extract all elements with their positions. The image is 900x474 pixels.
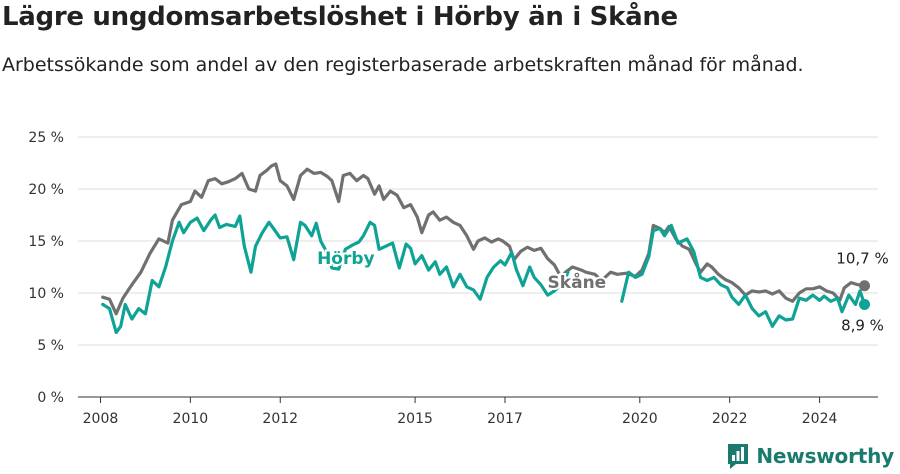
series-labels: Skåne Hörby 10,7 % 8,9 % xyxy=(315,247,891,337)
brand-logo: Newsworthy xyxy=(726,442,894,470)
x-axis-ticks: 2008 2010 2012 2015 2017 2020 2022 2024 xyxy=(83,397,838,427)
end-value-label-skane: 10,7 % xyxy=(836,250,888,268)
grid-layer xyxy=(78,136,878,398)
x-tick-label: 2008 xyxy=(83,411,119,427)
y-axis-ticks: 0 % 5 % 10 % 15 % 20 % 25 % xyxy=(28,130,64,406)
brand-name: Newsworthy xyxy=(756,444,894,468)
series-line-horby xyxy=(620,223,867,328)
y-tick-label: 25 % xyxy=(28,130,64,146)
y-tick-label: 10 % xyxy=(28,286,64,302)
x-tick-label: 2022 xyxy=(712,411,748,427)
y-tick-label: 20 % xyxy=(28,182,64,198)
y-tick-label: 15 % xyxy=(28,234,64,250)
x-tick-label: 2024 xyxy=(802,411,838,427)
x-tick-label: 2012 xyxy=(262,411,298,427)
x-tick-label: 2010 xyxy=(173,411,209,427)
page-title: Lägre ungdomsarbetslöshet i Hörby än i S… xyxy=(2,2,678,32)
newsworthy-logo-icon xyxy=(728,444,749,469)
x-tick-label: 2020 xyxy=(622,411,658,427)
page-subtitle: Arbetssökande som andel av den registerb… xyxy=(2,54,804,76)
end-point-skane xyxy=(859,280,871,292)
x-tick-label: 2015 xyxy=(397,411,433,427)
series-line-horby xyxy=(101,213,570,335)
y-tick-label: 0 % xyxy=(37,390,64,406)
series-line-skane xyxy=(101,162,867,316)
end-value-label-horby: 8,9 % xyxy=(841,316,884,334)
x-tick-label: 2017 xyxy=(487,411,523,427)
series-label-horby: Hörby xyxy=(317,249,375,269)
series-lines xyxy=(101,162,871,335)
y-tick-label: 5 % xyxy=(37,338,64,354)
end-point-horby xyxy=(859,298,871,310)
series-label-skane: Skåne xyxy=(548,271,607,293)
